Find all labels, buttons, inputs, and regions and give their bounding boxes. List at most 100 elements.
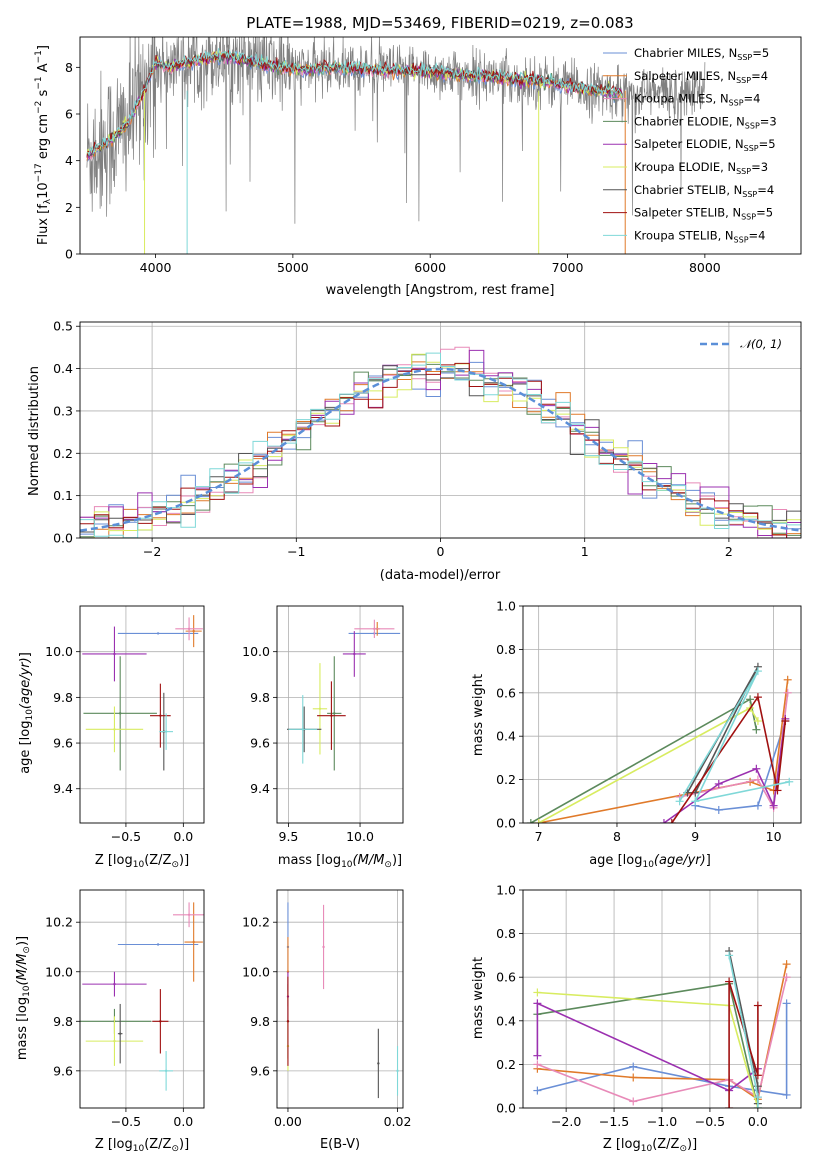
- ageM-xlabel: mass [log10(M/M⊙)]: [278, 853, 402, 870]
- x-tick-label: 0: [437, 544, 445, 559]
- spectrum-plot: 4000 5000 6000 7000 8000 0 2 4 6 8: [65, 36, 802, 275]
- x-tick-label: 10.0: [346, 829, 374, 844]
- mwAge-xlabel: age [log10(age/yr)]: [589, 853, 711, 870]
- massweight-vs-age-plot: 7 8 9 10 0.0 0.2 0.4 0.6 0.8 1.0: [496, 599, 802, 844]
- y-tick-label: 0.3: [53, 403, 73, 418]
- axes-frame: [276, 889, 404, 1109]
- x-tick-label: 1: [581, 544, 589, 559]
- observed-spectrum: [86, 37, 706, 224]
- ageZ-ylabel: age [log10(age/yr)]: [18, 652, 35, 774]
- data-point: [113, 652, 116, 656]
- y-tick-label: 0.4: [496, 729, 516, 744]
- y-tick-label: 6: [65, 107, 73, 122]
- y-tick-label: 10.0: [242, 644, 270, 659]
- plot-area: [287, 619, 401, 771]
- spectrum-title: PLATE=1988, MJD=53469, FIBERID=0219, z=0…: [246, 14, 633, 32]
- x-tick-label: 10: [766, 829, 782, 844]
- legend-entry: Chabrier ELODIE, NSSP=3: [634, 114, 777, 130]
- data-point: [286, 1020, 290, 1023]
- x-tick-label: −0.5: [111, 829, 141, 844]
- weight-series-line: [530, 698, 758, 823]
- plot-area: [80, 902, 204, 1091]
- y-tick-label: 9.4: [53, 781, 73, 796]
- y-tick-label: 0.6: [496, 970, 516, 985]
- data-point: [396, 1069, 399, 1073]
- x-tick-label: 6000: [414, 260, 446, 275]
- plot-area: [82, 615, 203, 771]
- x-tick-label: −1.5: [599, 1114, 629, 1129]
- y-tick-label: 0: [65, 247, 73, 262]
- x-tick-label: 7: [535, 829, 543, 844]
- y-tick-label: 9.8: [53, 690, 73, 705]
- data-point: [118, 1032, 122, 1035]
- y-tick-label: 9.8: [250, 1014, 270, 1029]
- y-tick-label: 9.6: [53, 1063, 73, 1078]
- y-tick-label: 0.0: [496, 816, 516, 831]
- legend-entry: Salpeter STELIB, NSSP=5: [634, 206, 773, 222]
- data-point: [333, 712, 336, 715]
- residual-histogram: [80, 349, 801, 538]
- y-tick-label: 0.8: [496, 642, 516, 657]
- weight-series-line: [678, 670, 790, 803]
- plot-area: [286, 902, 399, 1099]
- x-tick-label: −2.0: [551, 1114, 581, 1129]
- data-point: [330, 714, 333, 717]
- mass-vs-metallicity-plot: −0.5 0.0 9.6 9.8 10.0 10.2: [45, 889, 205, 1129]
- normal-curve: [80, 367, 801, 532]
- x-tick-label: 2: [725, 544, 733, 559]
- mwZ-ylabel: mass weight: [471, 957, 486, 1039]
- y-tick-label: 0.0: [496, 1101, 516, 1116]
- data-point: [322, 945, 325, 949]
- legend-entry: Salpeter ELODIE, NSSP=5: [634, 137, 776, 153]
- y-tick-label: 10.0: [45, 964, 73, 979]
- y-tick-label: 0.4: [496, 1013, 516, 1028]
- legend-entry: Kroupa STELIB, NSSP=4: [634, 228, 765, 244]
- residual-histogram: [80, 352, 801, 538]
- plot-area: [526, 662, 794, 823]
- y-tick-label: 9.6: [250, 1063, 270, 1078]
- y-tick-label: 10.0: [45, 644, 73, 659]
- data-point: [159, 1020, 162, 1023]
- y-tick-label: 0.8: [496, 926, 516, 941]
- legend-entry: Chabrier STELIB, NSSP=4: [634, 183, 774, 199]
- residual-ylabel: Normed distribution: [27, 366, 42, 496]
- x-tick-label: 9: [691, 829, 699, 844]
- y-tick-label: 9.6: [53, 736, 73, 751]
- data-point: [353, 652, 356, 656]
- y-tick-label: 9.8: [53, 1014, 73, 1029]
- x-tick-label: 0.0: [748, 1114, 768, 1129]
- x-tick-label: 4000: [140, 260, 172, 275]
- y-tick-label: 0.1: [53, 488, 73, 503]
- data-point: [187, 913, 191, 916]
- residual-legend-label: 𝒩(0, 1): [740, 337, 782, 351]
- model-spectrum-line: [86, 50, 623, 157]
- y-tick-label: 1.0: [496, 883, 516, 898]
- data-point: [164, 730, 168, 733]
- mwZ-xlabel: Z [log10(Z/Z⊙)]: [603, 1137, 697, 1154]
- legend-entry: Kroupa ELODIE, NSSP=3: [634, 160, 768, 176]
- legend-entry: Chabrier MILES, NSSP=5: [634, 46, 769, 62]
- plot-area: [80, 346, 801, 538]
- legend-entry: Salpeter MILES, NSSP=4: [634, 69, 768, 85]
- x-tick-label: 5000: [277, 260, 309, 275]
- age-vs-metallicity-plot: −0.5 0.0 9.4 9.6 9.8 10.0: [45, 605, 205, 844]
- y-tick-label: 10.2: [242, 915, 270, 930]
- mwAge-ylabel: mass weight: [471, 674, 486, 756]
- massweight-vs-metallicity-plot: −2.0 −1.5 −1.0 −0.5 0.0 0.0 0.2 0.4 0.6 0.8 1.0: [496, 883, 802, 1129]
- legend-entry: Kroupa MILES, NSSP=4: [634, 92, 760, 108]
- axes-frame: [79, 605, 205, 824]
- axes-frame: [276, 605, 404, 824]
- residual-distribution-plot: −2 −1 0 1 2 0.0 0.1 0.2 0.3 0.4 0.5: [53, 319, 802, 559]
- age-vs-mass-plot: 9.5 10.0 9.4 9.6 9.8 10.0: [242, 605, 404, 844]
- y-tick-label: 9.4: [250, 781, 270, 796]
- ageZ-xlabel: Z [log10(Z/Z⊙)]: [95, 853, 189, 870]
- y-tick-label: 9.6: [250, 736, 270, 751]
- x-tick-label: −0.5: [695, 1114, 725, 1129]
- residual-legend: 𝒩(0, 1): [700, 337, 782, 351]
- y-tick-label: 0.2: [496, 1057, 516, 1072]
- data-point: [113, 1039, 116, 1043]
- y-tick-label: 2: [65, 200, 73, 215]
- mZ-ylabel: mass [log10(M/M⊙)]: [15, 936, 32, 1060]
- plot-area: [86, 37, 706, 254]
- y-tick-label: 4: [65, 153, 73, 168]
